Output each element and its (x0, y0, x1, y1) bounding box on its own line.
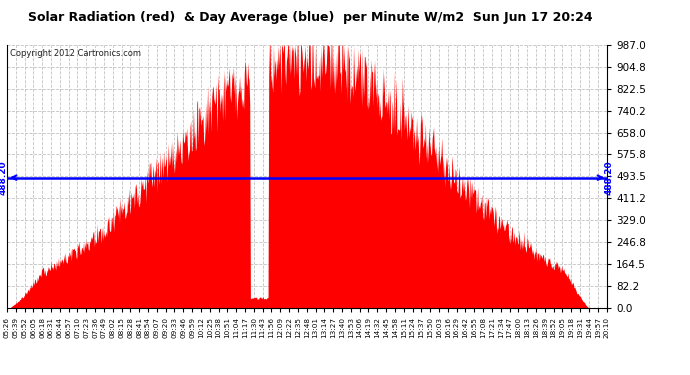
Text: 488.20: 488.20 (0, 160, 8, 195)
Text: Solar Radiation (red)  & Day Average (blue)  per Minute W/m2  Sun Jun 17 20:24: Solar Radiation (red) & Day Average (blu… (28, 11, 593, 24)
Text: Copyright 2012 Cartronics.com: Copyright 2012 Cartronics.com (10, 49, 141, 58)
Text: 488.20: 488.20 (604, 160, 613, 195)
